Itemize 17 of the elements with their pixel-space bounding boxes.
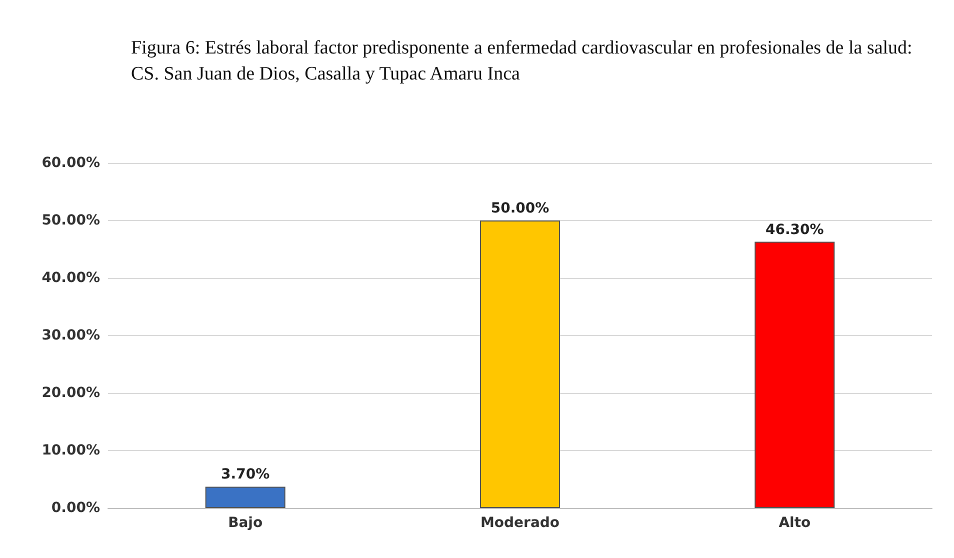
data-label: 46.30% [766, 222, 824, 238]
data-label: 3.70% [221, 466, 270, 483]
y-tick-label: 50.00% [42, 212, 100, 228]
y-tick-label: 10.00% [42, 442, 100, 458]
bar [480, 220, 560, 508]
y-tick-label: 0.00% [51, 500, 100, 516]
data-label: 50.00% [490, 200, 550, 216]
y-tick-label: 20.00% [42, 385, 100, 401]
bar [205, 486, 286, 508]
y-tick-label: 40.00% [42, 270, 100, 286]
x-tick-label: Moderado [480, 515, 560, 531]
x-tick-label: Alto [778, 515, 812, 531]
y-tick-label: 60.00% [42, 155, 100, 171]
chart-title: Figura 6: Estrés laboral factor predisponente a enfermedad cardiovascular en profesionales de la salud: CS. San Juan de Dios, Casalla y Tupac Amaru Inca [131, 38, 918, 84]
bar [754, 242, 835, 508]
y-tick-label: 30.00% [42, 328, 100, 344]
x-tick-label: Bajo [228, 515, 263, 531]
